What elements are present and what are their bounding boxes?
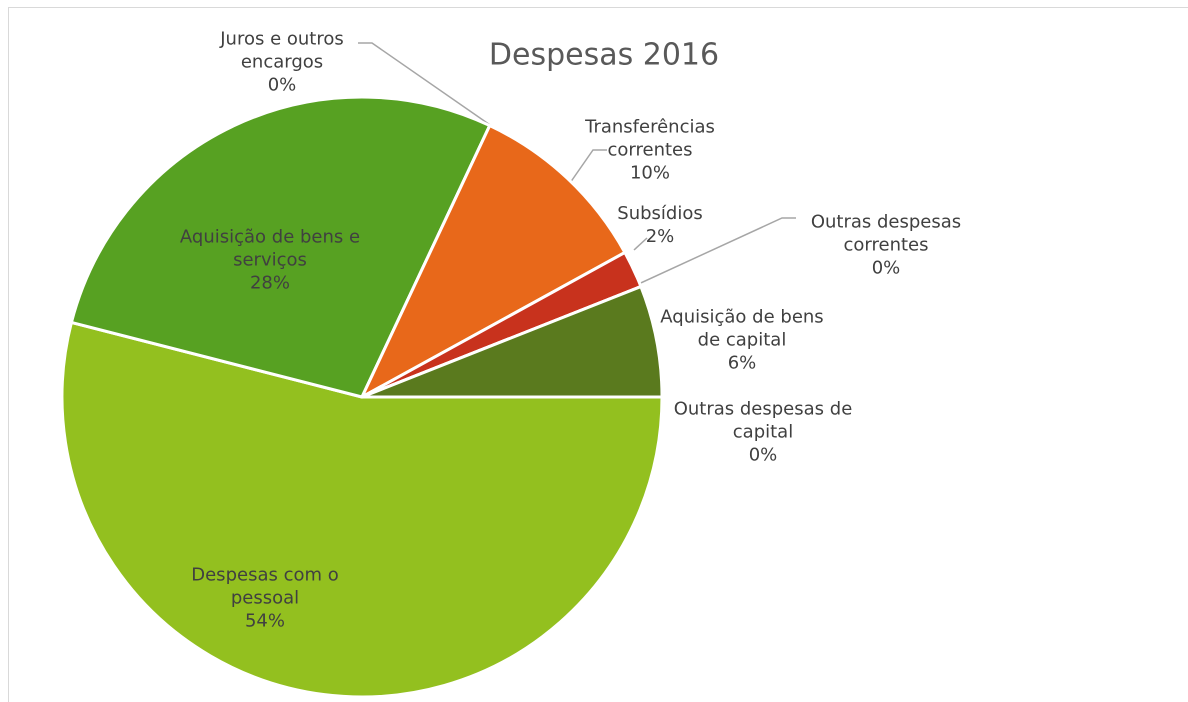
data-label: Aquisição de bens de capital 6% — [657, 306, 827, 375]
value-label: 28% — [249, 272, 290, 294]
slice — [69, 95, 492, 399]
data-label: Transferências correntes 10% — [570, 116, 730, 185]
data-label: Subsídios 2% — [615, 202, 705, 248]
slice — [60, 320, 664, 699]
value-label: 0% — [871, 257, 901, 279]
chart-title: Despesas 2016 — [488, 37, 720, 73]
data-label: Juros e outros encargos 0% — [202, 28, 362, 97]
leader-line — [631, 217, 796, 288]
category-label: Juros e outros encargos — [220, 28, 344, 73]
frame — [8, 7, 1188, 702]
category-label: Outras despesas de capital — [673, 398, 853, 443]
slice — [360, 124, 627, 399]
value-label: 54% — [244, 610, 285, 632]
value-label: 10% — [629, 162, 670, 184]
value-label: 6% — [727, 352, 757, 374]
value-label: 2% — [645, 226, 675, 247]
category-label: Subsídios — [617, 203, 703, 224]
leader-line — [358, 42, 494, 128]
data-label: Despesas com o pessoal 54% — [165, 564, 365, 633]
data-label: Aquisição de bens e serviços 28% — [155, 226, 385, 295]
category-label: Transferências correntes — [585, 116, 715, 161]
value-label: 0% — [267, 74, 297, 96]
leader-line — [569, 149, 607, 184]
data-label: Outras despesas correntes 0% — [786, 211, 986, 280]
leader-line — [633, 237, 648, 251]
category-label: Despesas com o pessoal — [191, 564, 339, 609]
data-label: Outras despesas de capital 0% — [668, 398, 858, 467]
category-label: Aquisição de bens de capital — [660, 306, 824, 351]
category-label: Outras despesas correntes — [810, 211, 962, 256]
category-label: Aquisição de bens e serviços — [179, 226, 361, 271]
value-label: 0% — [748, 444, 778, 466]
